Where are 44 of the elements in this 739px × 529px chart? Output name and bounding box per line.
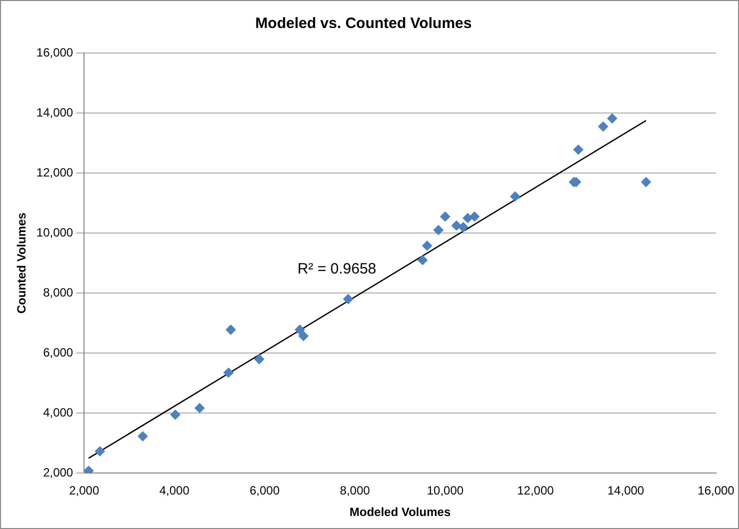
point bbox=[451, 220, 462, 231]
point bbox=[510, 191, 520, 202]
point bbox=[138, 431, 148, 442]
point bbox=[343, 294, 354, 304]
y-tick-label: 8,000 bbox=[43, 285, 74, 300]
x-tick-label: 12,000 bbox=[517, 484, 554, 498]
x-tick-label: 14,000 bbox=[607, 484, 644, 498]
point bbox=[598, 122, 608, 132]
point bbox=[84, 466, 94, 474]
point bbox=[462, 213, 473, 224]
y-tick-label: 2,000 bbox=[43, 466, 74, 480]
x-tick-label: 10,000 bbox=[426, 484, 464, 498]
y-tick-label: 10,000 bbox=[36, 225, 74, 240]
x-tick-label: 2,000 bbox=[69, 484, 100, 498]
y-tick-label: 14,000 bbox=[36, 105, 74, 120]
point bbox=[294, 324, 305, 335]
point bbox=[607, 113, 618, 124]
x-tick-label: 16,000 bbox=[698, 484, 735, 498]
annotation: R² = 0.9658 bbox=[297, 260, 376, 278]
point bbox=[458, 222, 468, 232]
y-tick-label: 6,000 bbox=[43, 345, 74, 360]
point bbox=[573, 144, 584, 155]
point bbox=[170, 410, 180, 420]
y-axis-title: Counted Volumes bbox=[14, 212, 29, 314]
point bbox=[641, 177, 652, 188]
point bbox=[440, 212, 450, 222]
point bbox=[254, 354, 264, 364]
x-tick-label: 4,000 bbox=[159, 484, 190, 498]
point bbox=[226, 324, 236, 335]
x-tick-label: 8,000 bbox=[340, 484, 370, 498]
chart-title: Modeled vs. Counted Volumes bbox=[255, 15, 472, 32]
point bbox=[422, 240, 432, 251]
point bbox=[194, 403, 205, 414]
point bbox=[433, 225, 444, 236]
y-tick-label: 4,000 bbox=[43, 405, 74, 420]
y-tick-label: 16,000 bbox=[36, 45, 74, 60]
x-axis-title: Modeled Volumes bbox=[349, 505, 451, 520]
point bbox=[224, 368, 234, 378]
point bbox=[94, 446, 105, 456]
y-tick-label: 12,000 bbox=[36, 165, 74, 180]
point bbox=[418, 255, 428, 266]
point bbox=[298, 331, 308, 342]
x-tick-label: 6,000 bbox=[250, 484, 280, 498]
point bbox=[470, 212, 480, 222]
